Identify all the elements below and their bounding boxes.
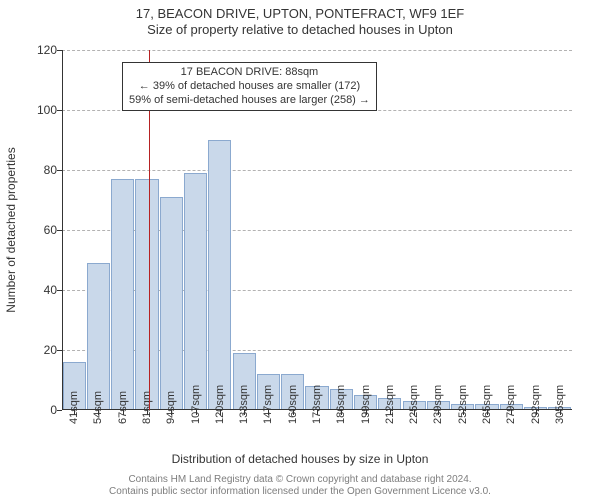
annotation-box: 17 BEACON DRIVE: 88sqm← 39% of detached … <box>122 62 377 111</box>
histogram-bar <box>184 173 207 410</box>
y-tick-label: 40 <box>17 283 57 297</box>
attribution-block: Contains HM Land Registry data © Crown c… <box>0 474 600 498</box>
annotation-line3: 59% of semi-detached houses are larger (… <box>129 94 370 108</box>
y-tick-label: 100 <box>17 103 57 117</box>
x-axis-label: Distribution of detached houses by size … <box>0 452 600 466</box>
histogram-bar <box>208 140 231 410</box>
attribution-line2: Contains public sector information licen… <box>0 486 600 498</box>
y-tick-label: 20 <box>17 343 57 357</box>
y-tick-label: 120 <box>17 43 57 57</box>
y-axis-label: Number of detached properties <box>4 147 18 312</box>
attribution-line1: Contains HM Land Registry data © Crown c… <box>0 474 600 486</box>
title-subtitle: Size of property relative to detached ho… <box>0 22 600 38</box>
annotation-line1: 17 BEACON DRIVE: 88sqm <box>129 66 370 80</box>
y-axis-line <box>62 50 63 410</box>
title-address: 17, BEACON DRIVE, UPTON, PONTEFRACT, WF9… <box>0 6 600 22</box>
gridline <box>62 170 572 171</box>
gridline <box>62 50 572 51</box>
histogram-bar <box>111 179 134 410</box>
histogram-bar <box>135 179 158 410</box>
x-axis-line <box>62 409 572 410</box>
plot-area: 02040608010012041sqm54sqm67sqm81sqm94sqm… <box>62 50 572 410</box>
figure-root: 17, BEACON DRIVE, UPTON, PONTEFRACT, WF9… <box>0 0 600 500</box>
y-tick-label: 80 <box>17 163 57 177</box>
histogram-bar <box>87 263 110 410</box>
y-tick-label: 0 <box>17 403 57 417</box>
y-tick-label: 60 <box>17 223 57 237</box>
histogram-bar <box>160 197 183 410</box>
y-tick <box>57 410 62 411</box>
annotation-line2: ← 39% of detached houses are smaller (17… <box>129 80 370 94</box>
title-block: 17, BEACON DRIVE, UPTON, PONTEFRACT, WF9… <box>0 0 600 37</box>
